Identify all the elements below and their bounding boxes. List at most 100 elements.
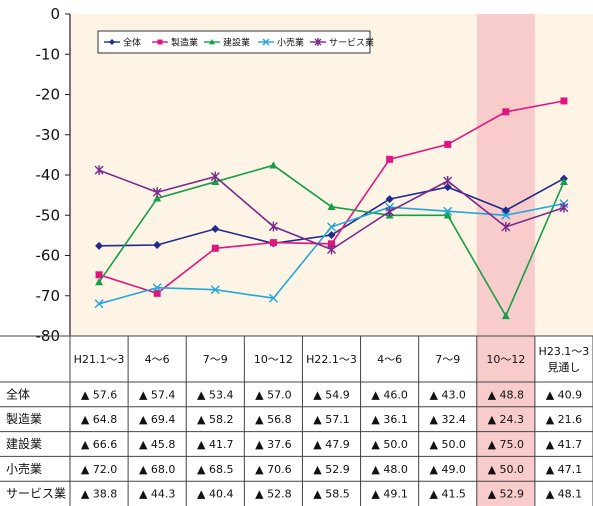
data-point <box>95 241 104 250</box>
data-point <box>443 176 453 187</box>
legend-marker <box>209 39 215 45</box>
category-label: 7～9 <box>435 353 460 366</box>
data-point <box>95 271 103 279</box>
table-cell: ▲ 52.9 <box>313 463 349 476</box>
legend-label: サービス業 <box>329 37 374 49</box>
table-cell: ▲ 24.3 <box>488 413 524 426</box>
data-point <box>328 240 335 248</box>
legend-marker <box>157 39 163 45</box>
category-label: H22.1～3 <box>306 353 357 366</box>
data-point <box>327 202 336 210</box>
table-cell: ▲ 40.9 <box>546 388 582 401</box>
row-header: 全体 <box>6 386 30 401</box>
data-point <box>385 195 394 204</box>
table-cell: ▲ 47.9 <box>313 438 349 451</box>
row-header: サービス業 <box>6 487 66 501</box>
table-cell: ▲ 69.4 <box>139 413 175 426</box>
data-point <box>501 221 511 232</box>
table-cell: ▲ 48.8 <box>488 388 524 401</box>
legend: 全体 製造業 建設業 小売業 サービス業 <box>97 30 374 54</box>
table-cell: ▲ 50.0 <box>429 438 465 451</box>
data-point <box>559 177 568 186</box>
y-tick-label: 0 <box>50 5 60 23</box>
data-point <box>269 161 278 169</box>
y-tick-label: -70 <box>36 287 61 305</box>
table-cell: ▲ 41.5 <box>429 488 465 501</box>
data-point <box>327 244 336 255</box>
legend-marker <box>109 39 115 45</box>
table-cell: ▲ 45.8 <box>139 438 175 451</box>
category-label: 4～6 <box>377 353 402 366</box>
data-point <box>211 224 220 233</box>
series-markers <box>94 97 569 320</box>
data-point <box>210 285 220 295</box>
table-cell: ▲ 72.0 <box>81 463 117 476</box>
table-cell: ▲ 53.4 <box>197 388 233 401</box>
data-point <box>386 155 394 163</box>
table-cell: ▲ 50.0 <box>488 463 524 476</box>
data-point <box>327 222 336 232</box>
table-cell: ▲ 48.0 <box>371 463 407 476</box>
table-cell: ▲ 66.6 <box>81 438 117 451</box>
category-label: 7～9 <box>203 353 228 366</box>
y-tick-label: -20 <box>36 86 61 104</box>
row-header: 小売業 <box>6 461 42 476</box>
legend-box <box>97 30 371 54</box>
row-header: 建設業 <box>6 436 42 451</box>
table-cell: ▲ 57.1 <box>313 413 349 426</box>
data-point <box>95 278 104 286</box>
data-point <box>269 239 277 247</box>
y-tick-label: -10 <box>36 45 61 63</box>
table-cell: ▲ 47.1 <box>546 463 582 476</box>
y-tick-label: -40 <box>36 166 61 184</box>
legend-label: 製造業 <box>171 37 198 49</box>
legend-marker <box>262 38 270 46</box>
data-point <box>153 289 161 297</box>
data-point <box>560 97 568 105</box>
category-label: 10～12 <box>486 353 525 366</box>
data-point <box>153 241 162 250</box>
data-point <box>94 165 104 176</box>
table-cell: ▲ 41.7 <box>197 438 233 451</box>
data-point <box>210 171 220 182</box>
table-cell: ▲ 57.4 <box>139 388 175 401</box>
table-cell: ▲ 44.3 <box>139 488 175 501</box>
highlight-band <box>476 14 535 506</box>
category-label: H21.1～3 <box>74 353 125 366</box>
table-cell: ▲ 46.0 <box>371 388 407 401</box>
y-axis: 0-10-20-30-40-50-60-70-80 <box>36 5 71 345</box>
data-point <box>502 108 510 116</box>
table-cell: ▲ 57.6 <box>81 388 117 401</box>
chart-background <box>70 14 593 506</box>
data-point <box>94 299 104 309</box>
row-header: 製造業 <box>6 412 42 426</box>
data-point <box>501 311 510 320</box>
table-cell: ▲ 52.9 <box>488 488 524 501</box>
data-point <box>443 206 453 216</box>
data-point <box>559 202 569 213</box>
table-cell: ▲ 75.0 <box>488 438 524 451</box>
category-label: 見通し <box>547 361 580 374</box>
data-point <box>385 206 395 217</box>
table-cell: ▲ 32.4 <box>429 413 465 426</box>
table-cell: ▲ 70.6 <box>255 463 291 476</box>
data-point <box>211 244 219 252</box>
data-point <box>444 140 452 148</box>
legend-label: 建設業 <box>223 37 250 49</box>
table-cell: ▲ 57.0 <box>255 388 291 401</box>
table-cell: ▲ 68.5 <box>197 463 233 476</box>
table-cell: ▲ 21.6 <box>546 413 582 426</box>
table-cell: ▲ 56.8 <box>255 413 291 426</box>
category-label: H23.1～3 <box>539 345 590 358</box>
data-point <box>152 283 162 293</box>
table-cell: ▲ 58.2 <box>197 413 233 426</box>
table-cell: ▲ 37.6 <box>255 438 291 451</box>
table-cell: ▲ 54.9 <box>313 388 349 401</box>
table-cell: ▲ 64.8 <box>81 413 117 426</box>
table-cell: ▲ 38.8 <box>81 488 117 501</box>
data-table: H21.1～3 4～6 7～9 10～12 H22.1～3 4～6 7～9 10～12 H23.… <box>0 335 593 506</box>
table-cell: ▲ 41.7 <box>546 438 582 451</box>
y-tick-label: -60 <box>36 247 61 265</box>
y-tick-label: -30 <box>36 126 61 144</box>
